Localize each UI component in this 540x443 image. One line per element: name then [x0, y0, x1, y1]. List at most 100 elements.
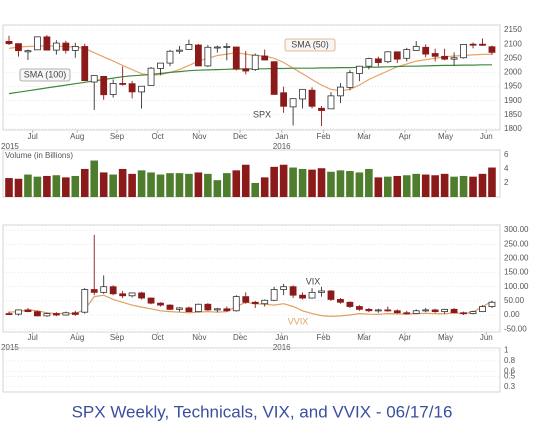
volume-bar — [469, 176, 477, 197]
candle-body — [213, 308, 221, 311]
candle-body — [403, 312, 411, 315]
series-label: SPX — [253, 109, 271, 119]
legend-label: SMA (50) — [291, 39, 329, 49]
volume-bar — [459, 175, 468, 197]
x-tick-label: Jan — [275, 333, 288, 342]
x-tick-label: Sep — [110, 333, 125, 342]
candle-body — [15, 43, 22, 52]
candle-body — [422, 46, 430, 55]
line-series — [8, 45, 493, 92]
volume-bar — [80, 168, 89, 197]
candle-body — [15, 309, 22, 315]
candle-body — [157, 62, 164, 69]
candle-body — [280, 92, 288, 107]
volume-bar — [336, 170, 345, 197]
candle-body — [318, 290, 325, 293]
candle-body — [166, 304, 174, 310]
volume-bar — [185, 173, 193, 197]
x-tick-label: Jun — [480, 333, 493, 342]
candle-body — [299, 294, 306, 299]
legend-box — [19, 68, 71, 82]
candle-body — [71, 312, 79, 315]
candle-body — [460, 44, 467, 59]
y-tick-label: 1950 — [504, 82, 522, 91]
y-tick-label: 2 — [504, 178, 509, 187]
y-tick-label: 2100 — [504, 39, 522, 48]
candle-body — [479, 43, 486, 46]
candle-body — [232, 296, 240, 312]
candle-body — [100, 75, 108, 96]
candle-body — [81, 289, 89, 313]
volume-bar — [5, 178, 13, 197]
candle-body — [280, 286, 288, 290]
candle-body — [393, 51, 401, 60]
volume-bar — [412, 173, 421, 197]
volume-bar — [260, 177, 269, 197]
candle-body — [441, 308, 449, 313]
candle-body — [431, 309, 439, 313]
candle-body — [251, 54, 259, 70]
x-tick-label: Mar — [357, 333, 371, 342]
volume-bar — [194, 172, 203, 197]
candle-body — [128, 292, 136, 297]
x-tick-label: Nov — [192, 132, 206, 141]
candle-body — [384, 51, 392, 63]
candle-body — [261, 299, 269, 305]
volume-bar — [175, 173, 184, 197]
volume-bar — [166, 173, 174, 197]
y-tick-label: 4 — [504, 164, 509, 173]
candle-body — [62, 42, 70, 51]
x-tick-label: Feb — [317, 333, 331, 342]
candle-body — [43, 313, 51, 317]
candle-body — [5, 313, 13, 316]
candle-body — [374, 58, 382, 63]
candle-body — [185, 44, 193, 50]
candle-body — [355, 65, 363, 74]
volume-bar — [374, 177, 383, 197]
candle-body — [194, 303, 202, 313]
candle-body — [81, 46, 89, 82]
volume-bar — [204, 173, 212, 197]
volume-bar — [488, 167, 496, 197]
candle-body — [337, 299, 344, 303]
y-tick-label: 1850 — [504, 110, 522, 119]
candle-body — [52, 313, 60, 316]
x-year-label: 2015 — [1, 142, 19, 151]
y-tick-label: 150.00 — [504, 268, 529, 277]
x-tick-label: Dec — [233, 132, 247, 141]
candle-body — [138, 85, 145, 93]
y-tick-label: -50.00 — [504, 324, 527, 333]
candle-body — [450, 57, 458, 60]
candle-body — [261, 55, 269, 61]
x-tick-label: May — [438, 132, 453, 141]
x-tick-label: Mar — [357, 132, 371, 141]
volume-bar — [43, 175, 51, 197]
volume-bar — [317, 168, 326, 197]
volume-bar — [289, 167, 297, 197]
candle-body — [337, 86, 344, 97]
candle-body — [412, 46, 420, 51]
volume-bar — [14, 178, 23, 197]
volume-bar — [279, 164, 288, 197]
volume-bar — [346, 171, 354, 197]
panel-frame — [2, 347, 501, 393]
candle-body — [270, 289, 278, 301]
y-tick-label: 1800 — [504, 124, 522, 133]
volume-bar — [450, 176, 458, 197]
volume-bar — [365, 168, 373, 197]
volume-bar — [156, 174, 165, 197]
candle-body — [242, 68, 250, 72]
candle-body — [109, 286, 117, 295]
candle-body — [34, 311, 41, 317]
y-tick-label: 0.6 — [504, 366, 516, 375]
volume-bar — [213, 180, 222, 197]
y-tick-label: 0.3 — [504, 382, 516, 391]
candle-body — [270, 61, 278, 95]
candle-body — [194, 44, 202, 67]
volume-bar — [90, 160, 99, 197]
x-tick-label: Jan — [275, 132, 288, 141]
candle-body — [299, 88, 306, 100]
volume-bar — [421, 174, 430, 197]
candle-body — [308, 291, 316, 299]
